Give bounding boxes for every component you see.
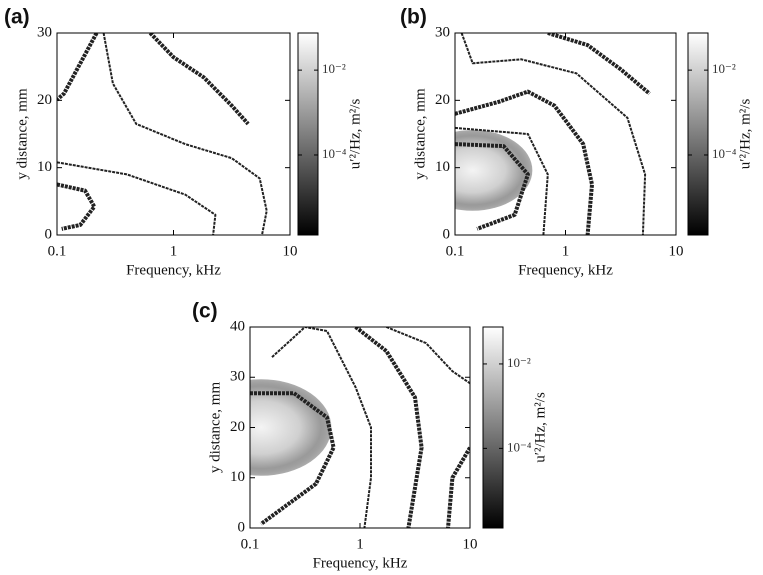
x-axis-label: Frequency, kHz: [313, 555, 408, 571]
colorbar-label: u′²/Hz, m²/s: [532, 392, 548, 463]
contour-line: [455, 142, 530, 231]
x-tick-label: 1: [562, 243, 570, 259]
y-tick-label: 30: [435, 24, 450, 40]
contour-line: [455, 89, 594, 235]
y-tick-label: 30: [37, 24, 52, 40]
contour-line: [547, 33, 651, 96]
colorbar: [297, 32, 319, 236]
y-tick-label: 20: [37, 92, 52, 108]
colorbar: [687, 32, 709, 236]
x-tick-label: 0.1: [241, 536, 260, 552]
contour-line: [57, 161, 217, 235]
x-tick-label: 10: [463, 536, 478, 552]
y-tick-label: 40: [230, 318, 245, 334]
contour-field: [57, 33, 268, 235]
y-tick-label: 0: [45, 226, 53, 242]
contour-line: [446, 446, 470, 528]
colorbar-label: u′²/Hz, m²/s: [347, 99, 363, 170]
contour-line: [250, 391, 336, 526]
y-tick-label: 10: [230, 469, 245, 485]
x-axis-label: Frequency, kHz: [518, 262, 613, 278]
x-axis-label: Frequency, kHz: [126, 262, 221, 278]
contour-field: [250, 327, 470, 528]
contour-line: [148, 33, 250, 126]
y-tick-label: 0: [238, 519, 246, 535]
contour-line: [460, 33, 647, 235]
intensity-blob: [455, 129, 533, 211]
y-tick-label: 20: [435, 92, 450, 108]
colorbar-tick-label: 10⁻²: [507, 355, 531, 370]
y-axis-label: y distance, mm: [412, 88, 428, 180]
x-tick-label: 0.1: [48, 243, 67, 259]
y-tick-label: 0: [443, 226, 451, 242]
panel-label: (b): [400, 6, 427, 29]
x-tick-label: 10: [283, 243, 298, 259]
y-axis-label: y distance, mm: [207, 382, 223, 474]
panel-label: (a): [4, 6, 30, 29]
x-tick-label: 10: [669, 243, 684, 259]
contour-field: [455, 33, 651, 235]
y-tick-label: 20: [230, 419, 245, 435]
contour-line: [271, 327, 372, 528]
colorbar-tick-label: 10⁻⁴: [507, 439, 532, 454]
colorbar-tick-label: 10⁻²: [712, 61, 736, 76]
contour-line: [102, 33, 268, 235]
y-tick-label: 30: [230, 369, 245, 385]
y-tick-label: 10: [435, 159, 450, 175]
contour-line: [386, 327, 470, 385]
contour-line: [57, 182, 97, 231]
x-tick-label: 1: [356, 536, 364, 552]
contour-line: [57, 33, 99, 102]
colorbar: [482, 326, 504, 529]
y-axis-label: y distance, mm: [14, 88, 30, 180]
colorbar-tick-label: 10⁻⁴: [322, 146, 347, 161]
contour-line: [354, 327, 424, 528]
x-tick-label: 0.1: [446, 243, 465, 259]
colorbar-label: u′²/Hz, m²/s: [737, 99, 753, 170]
panel-label: (c): [192, 300, 218, 323]
contour-line: [455, 126, 549, 235]
colorbar-tick-label: 10⁻⁴: [712, 146, 737, 161]
colorbar-tick-label: 10⁻²: [322, 61, 346, 76]
y-tick-label: 10: [37, 159, 52, 175]
intensity-blob: [250, 379, 332, 476]
x-tick-label: 1: [170, 243, 178, 259]
